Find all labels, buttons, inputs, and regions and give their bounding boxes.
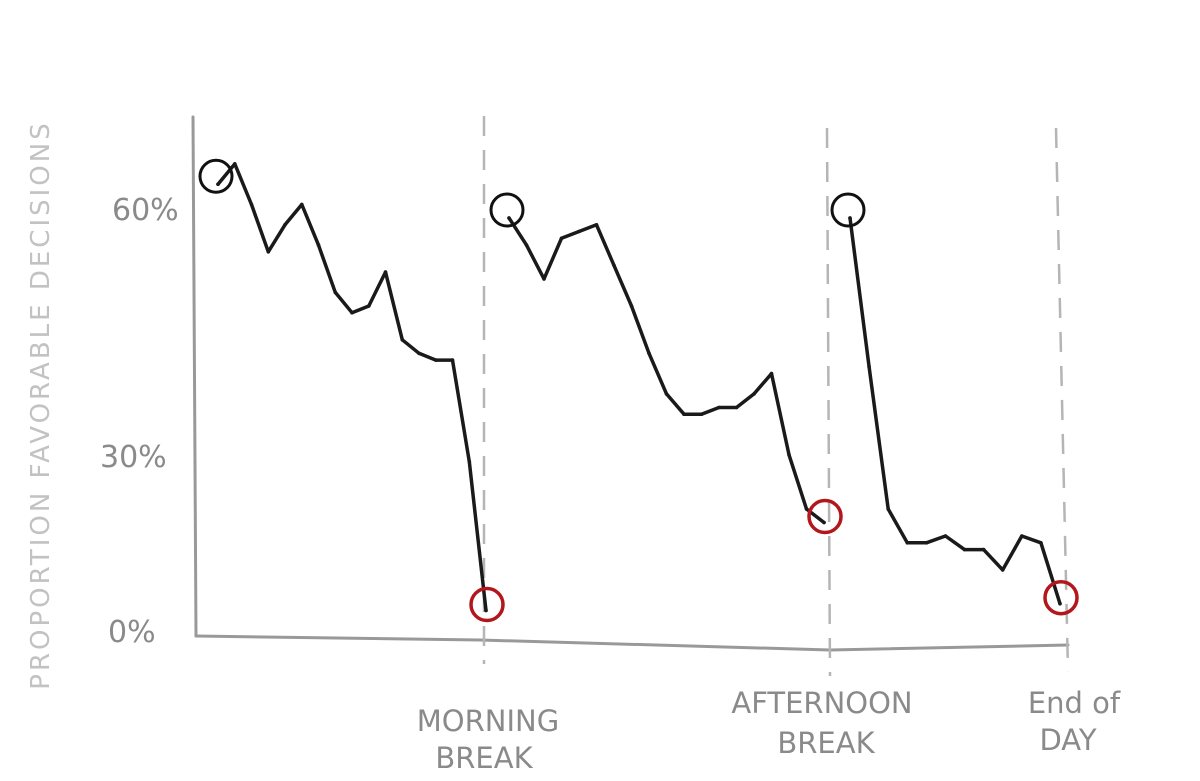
data-point-session-2-0 bbox=[507, 216, 511, 220]
data-point-session-2-4 bbox=[577, 229, 581, 234]
series-line-session-2 bbox=[507, 216, 826, 525]
data-point-session-1-16 bbox=[484, 608, 488, 613]
data-point-session-2-15 bbox=[769, 371, 774, 376]
data-point-session-2-10 bbox=[682, 412, 686, 417]
data-point-session-3-10 bbox=[1039, 541, 1043, 545]
end-of-day-divider bbox=[1054, 127, 1070, 673]
data-point-session-1-15 bbox=[467, 459, 472, 464]
y-axis-line bbox=[191, 115, 198, 638]
data-point-session-2-7 bbox=[629, 304, 634, 308]
y-tick-label-30: 30% bbox=[100, 440, 167, 475]
end-of-day-label-line2: DAY bbox=[1039, 723, 1096, 757]
x-axis-line bbox=[194, 634, 1070, 652]
data-point-session-3-6 bbox=[962, 547, 967, 552]
data-point-session-2-12 bbox=[717, 405, 721, 410]
morning-break-label-line1: MORNING bbox=[417, 704, 559, 738]
data-point-session-1-7 bbox=[333, 290, 338, 295]
session-1-start-marker bbox=[198, 158, 234, 194]
data-point-session-2-6 bbox=[612, 263, 616, 268]
data-point-session-1-11 bbox=[400, 338, 405, 342]
session-2-end-marker bbox=[807, 498, 843, 535]
series-line-session-1 bbox=[216, 162, 488, 613]
data-point-session-3-0 bbox=[848, 216, 852, 220]
data-point-session-1-10 bbox=[383, 270, 388, 274]
y-tick-label-0: 0% bbox=[108, 615, 156, 650]
data-point-session-3-1 bbox=[867, 365, 871, 369]
data-point-session-2-17 bbox=[804, 507, 809, 511]
data-point-session-3-4 bbox=[924, 541, 929, 545]
data-point-session-2-11 bbox=[699, 412, 704, 417]
session-3-start-marker bbox=[830, 192, 866, 228]
data-point-session-1-0 bbox=[216, 182, 220, 186]
data-point-session-3-8 bbox=[1000, 568, 1005, 572]
data-point-session-1-3 bbox=[266, 250, 271, 254]
data-point-session-3-7 bbox=[981, 547, 986, 552]
data-point-session-1-6 bbox=[316, 243, 321, 247]
data-point-session-2-2 bbox=[542, 277, 546, 281]
series-line-session-3 bbox=[848, 216, 1062, 606]
morning-break-label-line2: BREAK bbox=[435, 741, 533, 775]
data-point-session-3-3 bbox=[905, 541, 910, 545]
data-point-session-1-2 bbox=[249, 202, 254, 207]
data-point-session-1-4 bbox=[283, 223, 287, 227]
afternoon-break-label-line2: BREAK bbox=[777, 726, 875, 760]
data-point-session-1-5 bbox=[300, 202, 304, 207]
data-point-session-3-2 bbox=[886, 507, 890, 511]
data-point-session-2-9 bbox=[664, 392, 669, 396]
end-of-day-label-line1: End of bbox=[1028, 686, 1121, 720]
data-point-session-3-9 bbox=[1020, 534, 1024, 538]
session-3-end-marker bbox=[1043, 579, 1079, 616]
data-point-session-2-14 bbox=[752, 392, 756, 396]
data-point-session-2-13 bbox=[734, 405, 739, 410]
afternoon-break-divider bbox=[825, 127, 832, 677]
data-point-session-1-1 bbox=[233, 162, 237, 166]
afternoon-break-label-line1: AFTERNOON bbox=[731, 686, 912, 720]
series-layer bbox=[198, 158, 1079, 623]
data-point-session-1-14 bbox=[450, 358, 455, 362]
data-point-session-3-11 bbox=[1058, 601, 1062, 606]
y-axis-label: PROPORTION FAVORABLE DECISIONS bbox=[26, 120, 56, 689]
session-1-end-marker bbox=[469, 586, 505, 623]
session-2-start-marker bbox=[489, 192, 525, 228]
data-point-session-1-8 bbox=[350, 310, 354, 315]
data-point-session-1-13 bbox=[434, 358, 438, 362]
y-tick-label-60: 60% bbox=[112, 193, 179, 228]
data-point-session-1-12 bbox=[417, 351, 421, 356]
data-point-session-2-18 bbox=[822, 520, 826, 525]
data-point-session-2-1 bbox=[524, 243, 529, 247]
data-point-session-2-3 bbox=[559, 236, 564, 241]
data-point-session-2-5 bbox=[594, 223, 599, 227]
data-point-session-2-16 bbox=[787, 453, 791, 457]
data-point-session-1-9 bbox=[367, 304, 371, 308]
data-point-session-2-8 bbox=[647, 351, 651, 356]
data-point-session-3-5 bbox=[943, 534, 948, 538]
